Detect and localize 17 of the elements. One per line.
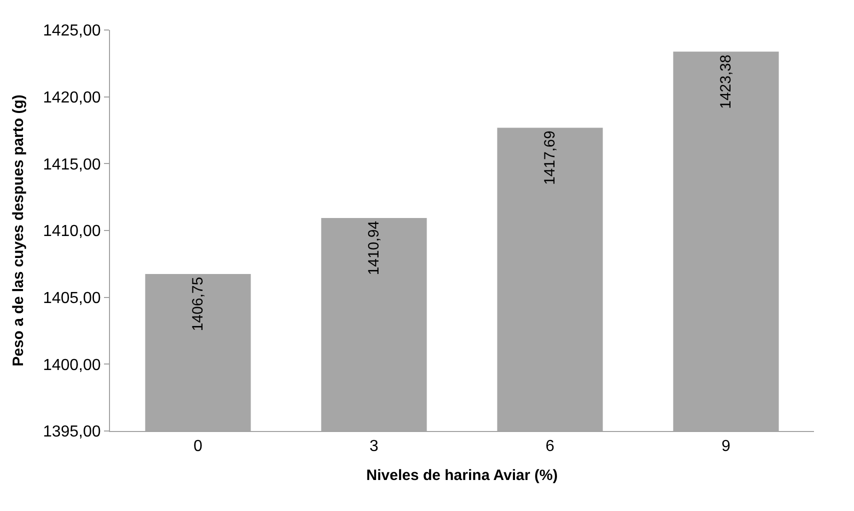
- y-tick-label: 1395,00: [42, 424, 101, 441]
- data-label: 1406,75: [190, 276, 206, 332]
- y-tick-label: 1410,00: [42, 223, 101, 240]
- y-axis-title: Peso a de las cuyes despues parto (g): [10, 94, 28, 366]
- y-tick-label: 1400,00: [42, 356, 101, 374]
- data-label: 1410,94: [366, 220, 382, 276]
- x-tick-label: 9: [722, 438, 731, 456]
- x-tick-label: 3: [370, 438, 379, 456]
- x-tick-label: 0: [194, 438, 203, 456]
- y-tick-label: 1415,00: [42, 156, 101, 174]
- y-tick-label: 1405,00: [42, 290, 101, 307]
- x-axis-title: Niveles de harina Aviar (%): [366, 467, 558, 484]
- x-tick-label: 6: [546, 438, 555, 456]
- data-label: 1423,38: [718, 54, 734, 109]
- y-tick-label: 1425,00: [42, 22, 101, 40]
- y-tick-label: 1420,00: [42, 89, 101, 106]
- data-label: 1417,69: [542, 130, 558, 185]
